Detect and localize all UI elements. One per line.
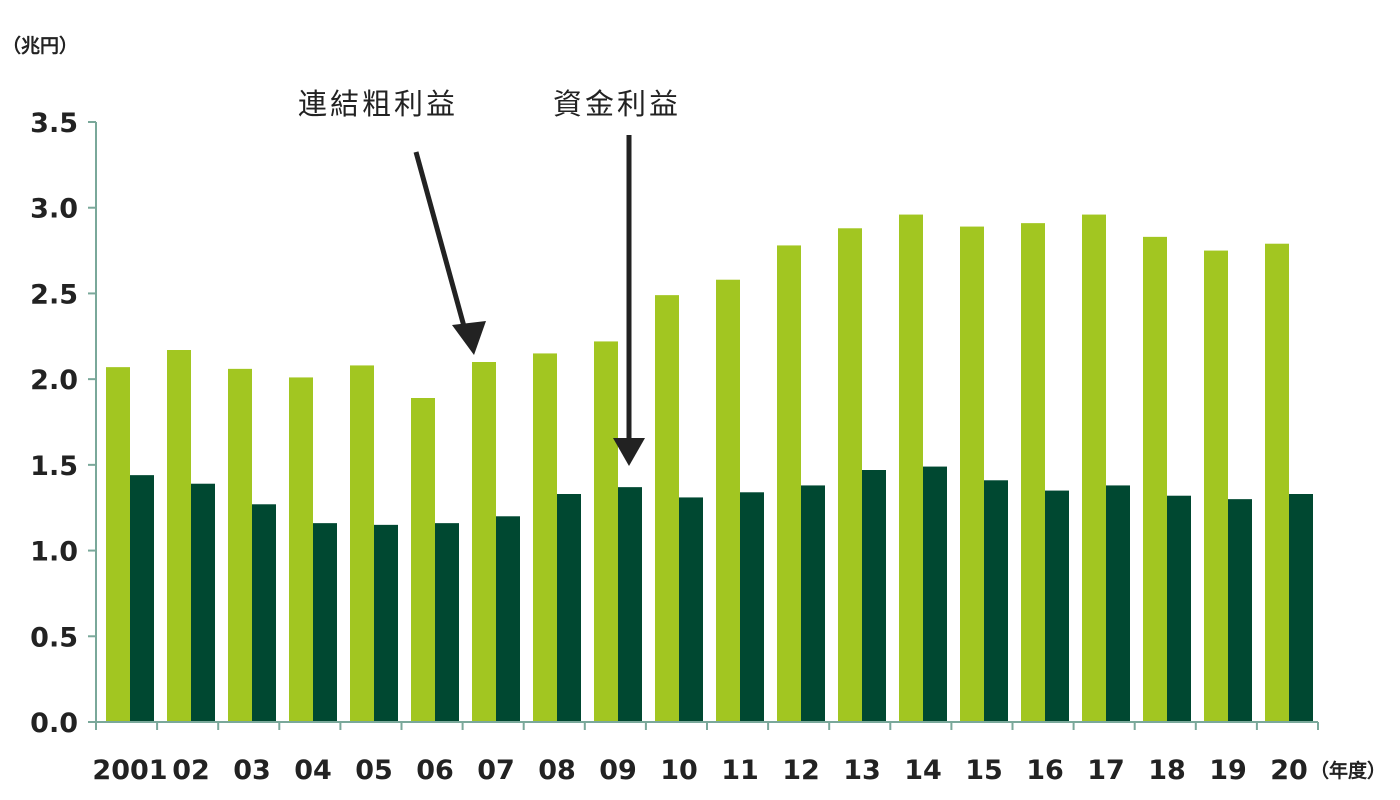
y-tick-label: 3.0 [30, 194, 78, 225]
bar-gross-profit-14 [899, 214, 923, 723]
x-tick-label: 07 [477, 755, 515, 786]
bar-gross-profit-02 [167, 350, 191, 722]
bar-gross-profit-2001 [106, 367, 130, 722]
bar-gross-profit-12 [777, 245, 801, 722]
annotation-label-net-interest: 資金利益 [553, 87, 681, 121]
bar-gross-profit-03 [228, 368, 252, 722]
x-tick-label: 05 [355, 755, 393, 786]
x-tick-label: 15 [965, 755, 1003, 786]
x-tick-label: 14 [904, 755, 942, 786]
x-tick-label: 04 [294, 755, 332, 786]
bar-gross-profit-08 [533, 353, 557, 722]
y-tick-label: 2.5 [30, 279, 78, 310]
bar-gross-profit-07 [472, 362, 496, 722]
x-tick-label: 11 [721, 755, 759, 786]
bar-gross-profit-13 [838, 228, 862, 723]
bar-net-interest-14 [923, 466, 947, 722]
bar-gross-profit-04 [289, 377, 313, 722]
y-tick-label: 3.5 [30, 108, 78, 139]
arrow-head-icon [613, 438, 645, 466]
bar-net-interest-03 [252, 504, 276, 722]
bars-group [106, 214, 1313, 723]
bar-gross-profit-20 [1265, 243, 1289, 722]
x-tick-label: 03 [233, 755, 271, 786]
annotation-arrow-gross-profit [413, 151, 468, 331]
x-tick-label: 02 [172, 755, 210, 786]
y-tick-label: 0.0 [30, 708, 78, 739]
bar-net-interest-19 [1228, 499, 1252, 722]
bar-net-interest-18 [1167, 495, 1191, 722]
x-tick-label: 16 [1026, 755, 1064, 786]
bar-net-interest-07 [496, 516, 520, 722]
x-tick-label: 17 [1087, 755, 1125, 786]
annotation-label-gross-profit: 連結粗利益 [298, 87, 458, 121]
x-ticks-group: 2001 02 03 04 05 06 07 08 09 10 11 12 13 14 15 16 17 18 19… [92, 722, 1319, 786]
bar-net-interest-09 [618, 487, 642, 722]
bar-net-interest-05 [374, 524, 398, 722]
bar-net-interest-02 [191, 483, 215, 722]
y-tick-label: 1.0 [30, 537, 78, 568]
bar-gross-profit-09 [594, 341, 618, 722]
bar-net-interest-06 [435, 523, 459, 722]
bar-gross-profit-05 [350, 365, 374, 722]
bar-net-interest-10 [679, 497, 703, 722]
y-tick-label: 1.5 [30, 451, 78, 482]
bar-gross-profit-06 [411, 398, 435, 722]
bar-net-interest-15 [984, 480, 1008, 722]
bar-gross-profit-10 [655, 295, 679, 722]
x-tick-label: 09 [599, 755, 637, 786]
x-tick-label: 19 [1209, 755, 1247, 786]
x-tick-label: 18 [1148, 755, 1186, 786]
x-tick-label: 12 [782, 755, 820, 786]
x-tick-label: 06 [416, 755, 454, 786]
bar-gross-profit-19 [1204, 250, 1228, 723]
bar-net-interest-16 [1045, 490, 1069, 722]
bar-net-interest-17 [1106, 485, 1130, 722]
bar-net-interest-12 [801, 485, 825, 722]
x-tick-label: 20 [1270, 755, 1308, 786]
bar-net-interest-2001 [130, 475, 154, 722]
x-tick-label: 13 [843, 755, 881, 786]
arrow-head-icon [452, 321, 486, 355]
bar-gross-profit-16 [1021, 223, 1045, 722]
y-axis-unit-label: （兆円） [2, 34, 78, 57]
y-tick-label: 2.0 [30, 365, 78, 396]
bar-net-interest-20 [1289, 494, 1313, 722]
bar-gross-profit-15 [960, 226, 984, 723]
bar-gross-profit-11 [716, 279, 740, 722]
y-ticks-group: 0.0 0.5 1.0 1.5 2.0 2.5 3.0 3.5 [30, 108, 96, 739]
bar-net-interest-13 [862, 470, 886, 722]
bar-gross-profit-18 [1143, 236, 1167, 722]
bar-gross-profit-17 [1082, 214, 1106, 723]
x-axis-unit-label: （年度） [1310, 759, 1386, 782]
bar-net-interest-04 [313, 523, 337, 722]
x-tick-label: 10 [660, 755, 698, 786]
y-tick-label: 0.5 [30, 622, 78, 653]
x-tick-label: 08 [538, 755, 576, 786]
bar-net-interest-11 [740, 492, 764, 722]
x-tick-label: 2001 [92, 755, 167, 786]
bar-net-interest-08 [557, 494, 581, 722]
